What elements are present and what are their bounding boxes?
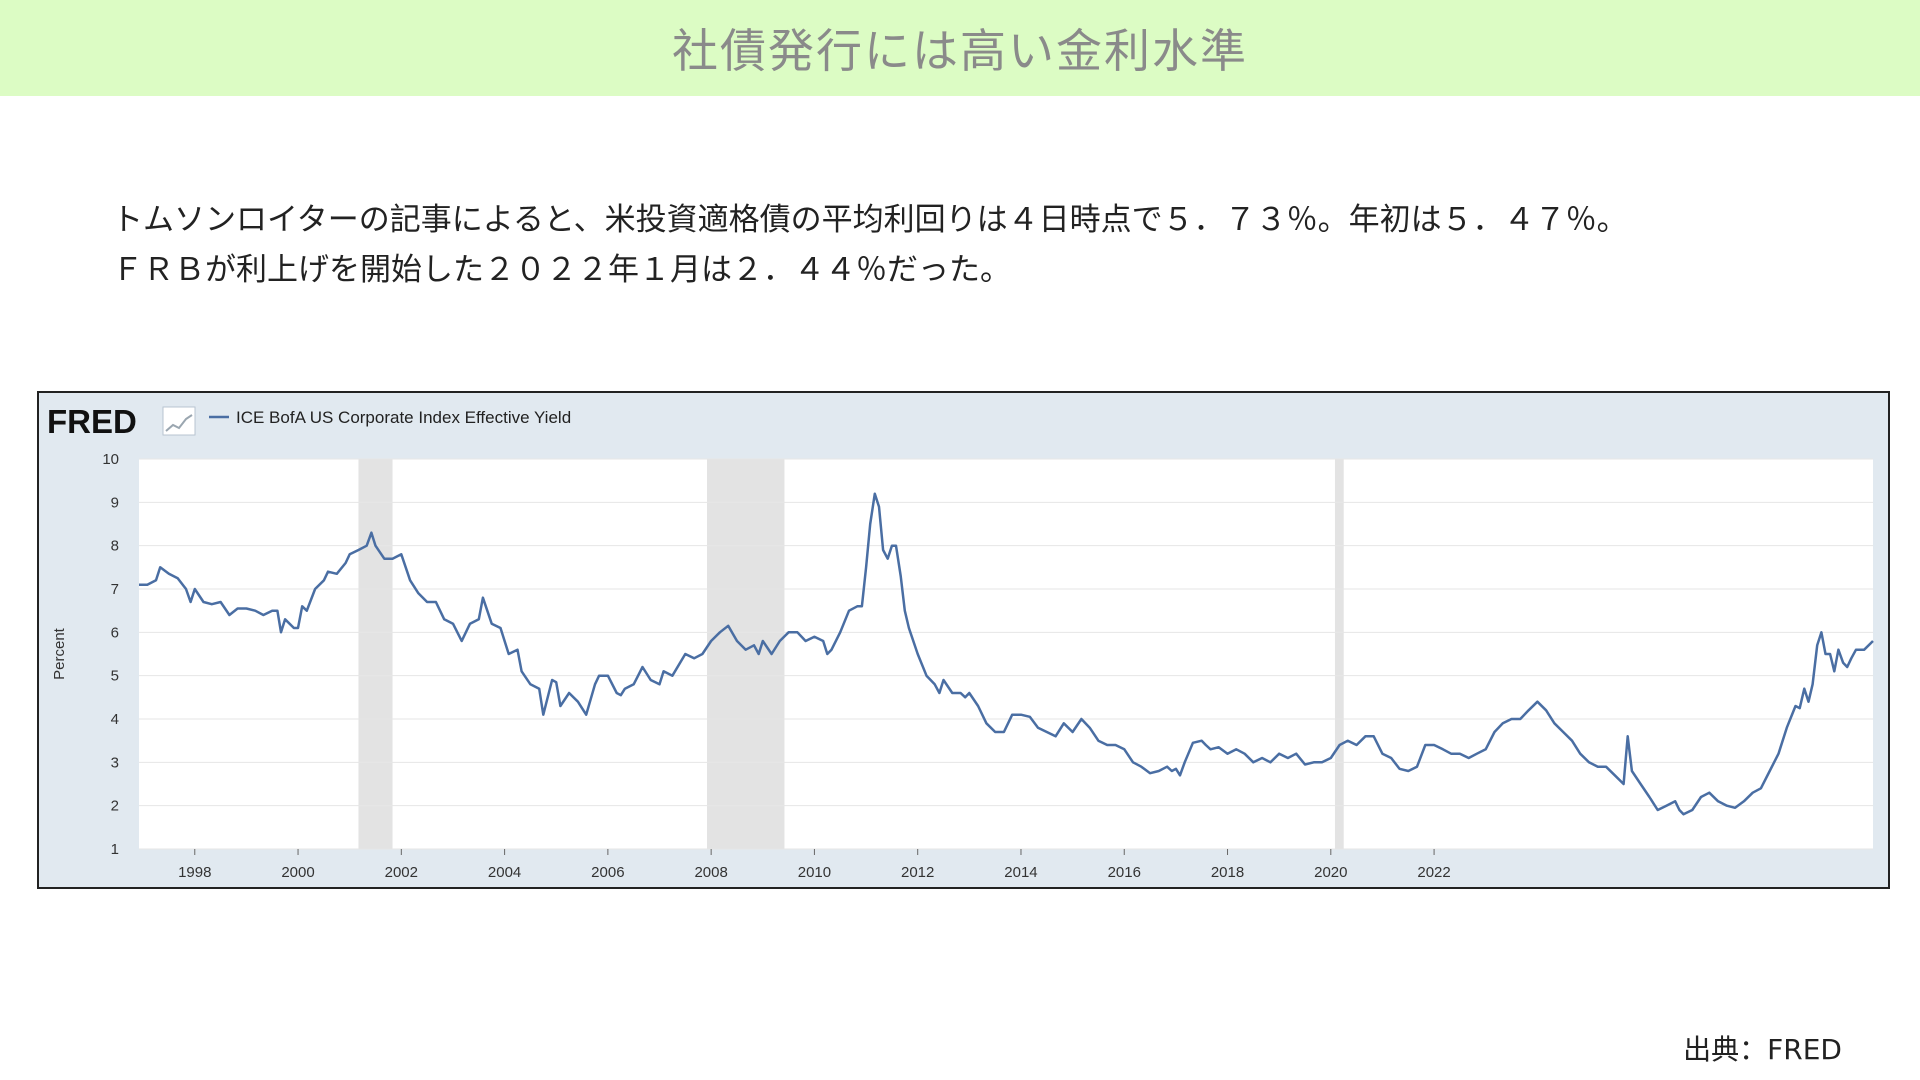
fred-graph-icon [162,406,196,436]
x-tick-label: 2002 [385,864,418,881]
body-text: トムソンロイターの記事によると、米投資適格債の平均利回りは４日時点で５．７３％。… [112,195,1832,295]
x-tick-label: 2012 [901,864,934,881]
legend-label: ICE BofA US Corporate Index Effective Yi… [236,408,571,427]
y-tick-label: 9 [111,494,119,511]
x-tick-label: 2010 [798,864,831,881]
y-tick-label: 5 [111,668,119,685]
fred-chart: FRED ICE BofA US Corporate Index Effectiv… [37,391,1890,889]
x-tick-label: 1998 [178,864,211,881]
y-axis-label: Percent [51,627,68,680]
x-tick-label: 2016 [1108,864,1141,881]
body-line-1: トムソンロイターの記事によると、米投資適格債の平均利回りは４日時点で５．７３％。… [112,202,1628,238]
recession-band [1334,459,1344,849]
page-title: 社債発行には高い金利水準 [672,24,1248,78]
y-tick-label: 7 [111,581,119,598]
recession-band [358,459,393,849]
y-tick-label: 1 [111,841,119,858]
y-tick-label: 3 [111,754,119,771]
x-tick-label: 2000 [281,864,314,881]
x-tick-label: 2004 [488,864,521,881]
fred-graph-icon-line [165,414,193,432]
x-tick-label: 2008 [694,864,727,881]
y-tick-label: 2 [111,798,119,815]
x-tick-label: 2018 [1211,864,1244,881]
x-tick-label: 2006 [591,864,624,881]
y-tick-label: 8 [111,538,119,555]
plot-area [139,459,1873,849]
y-tick-label: 4 [111,711,119,728]
x-tick-label: 2022 [1417,864,1450,881]
y-tick-label: 10 [102,451,119,468]
fred-logo: FRED [47,403,137,440]
series-line [139,492,1874,816]
title-bar: 社債発行には高い金利水準 [0,0,1920,96]
x-tick-label: 2020 [1314,864,1347,881]
chart-svg: FRED ICE BofA US Corporate Index Effectiv… [47,403,1874,881]
body-line-2: ＦＲＢが利上げを開始した２０２２年１月は２．４４％だった。 [112,252,1011,288]
y-tick-label: 6 [111,624,119,641]
x-tick-label: 2014 [1004,864,1037,881]
source-note: 出典：FRED [1683,1033,1842,1066]
